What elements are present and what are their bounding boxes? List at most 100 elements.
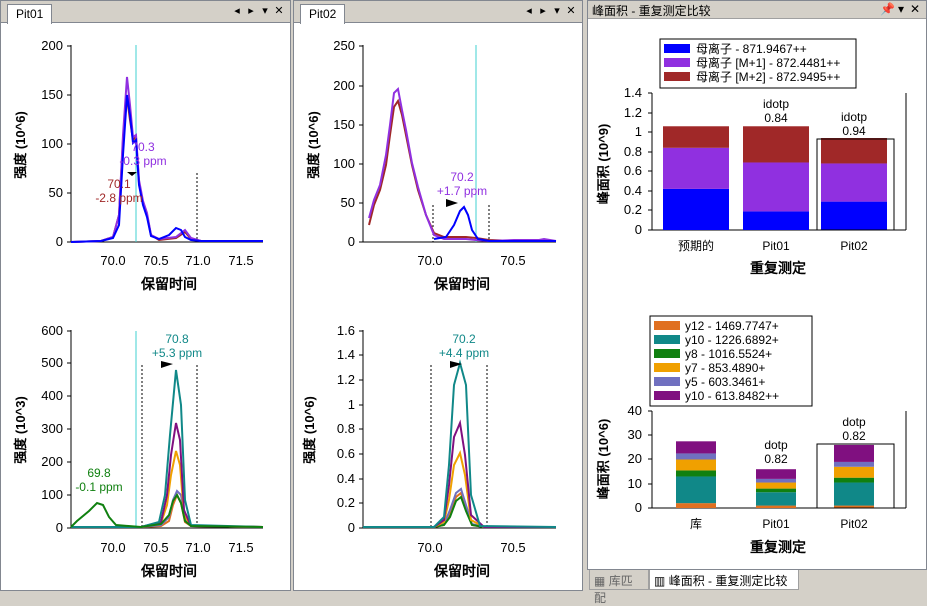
trace-y8: [363, 495, 556, 528]
ytick: 150: [41, 87, 63, 102]
bar-segment[interactable]: [663, 188, 729, 230]
close-icon[interactable]: ✕: [909, 2, 921, 16]
category-label: Pit01: [762, 239, 790, 253]
dropdown-icon[interactable]: ▾: [262, 5, 268, 17]
ytick: 0: [635, 500, 642, 515]
bar-segment[interactable]: [756, 469, 796, 479]
tab-pit02[interactable]: Pit02: [300, 4, 346, 24]
arrow-right-icon[interactable]: ▸: [248, 5, 254, 17]
annotation: +5.3 ppm: [152, 346, 202, 360]
xtick: 70.5: [143, 253, 168, 268]
xtick: 71.0: [185, 253, 210, 268]
ytick: 20: [628, 451, 642, 466]
bar-segment[interactable]: [743, 126, 809, 163]
ytick: 0: [348, 234, 355, 249]
legend-item: 母离子 [M+1] - 872.4481++: [696, 55, 840, 70]
bar-segment[interactable]: [663, 126, 729, 148]
legend-item: y8 - 1016.5524+: [685, 347, 772, 361]
ytick: 0: [635, 222, 642, 237]
close-icon[interactable]: ✕: [566, 5, 576, 17]
bar-annotation: 0.82: [764, 452, 788, 466]
ytick: 10: [628, 476, 642, 491]
legend-swatch: [654, 391, 680, 400]
bar-annotation: idotp: [763, 97, 789, 111]
bottom-tabstrip: ▦ 库匹配 ▥ 峰面积 - 重复测定比较: [587, 570, 927, 605]
bar-segment[interactable]: [821, 201, 887, 230]
pane2-top-chart: 强度 (10^6) 保留时间 0 50 100 150 200 250 70.0…: [306, 38, 557, 292]
bar-segment[interactable]: [834, 505, 874, 508]
legend-swatch: [664, 58, 690, 67]
bar-segment[interactable]: [743, 162, 809, 212]
legend-item: y10 - 1226.6892+: [685, 333, 779, 347]
ytick: 0.2: [624, 202, 642, 217]
bar-segment[interactable]: [743, 211, 809, 230]
bar-segment[interactable]: [834, 461, 874, 467]
chromatogram-pane-pit02: Pit02 ◂ ▸ ▾ ✕ 强度 (10^6) 保留时间 0 50 100 150 2…: [293, 0, 583, 591]
bar-segment[interactable]: [756, 505, 796, 508]
legend-swatch: [664, 44, 690, 53]
category-label: Pit02: [840, 517, 868, 531]
annotation: 70.2: [450, 170, 474, 184]
bar-segment[interactable]: [834, 444, 874, 462]
tab-pit01[interactable]: Pit01: [7, 4, 53, 24]
trace-y10: [71, 369, 264, 528]
table-icon: ▦: [594, 574, 606, 588]
dropdown-icon[interactable]: ▾: [897, 2, 905, 16]
bar-segment[interactable]: [756, 488, 796, 493]
xtick: 70.5: [500, 253, 525, 268]
xtick: 71.5: [228, 253, 253, 268]
bar-segment[interactable]: [821, 138, 887, 164]
bar-segment[interactable]: [676, 441, 716, 454]
bar-segment[interactable]: [834, 477, 874, 483]
bar-segment[interactable]: [676, 503, 716, 508]
annotation: -2.8 ppm: [95, 191, 142, 205]
close-icon[interactable]: ✕: [274, 5, 284, 17]
bar-segment[interactable]: [834, 482, 874, 506]
tab-library-match[interactable]: ▦ 库匹配: [589, 570, 649, 605]
tab-peak-area-comparison[interactable]: ▥ 峰面积 - 重复测定比较: [649, 570, 799, 590]
tab-label: 峰面积 - 重复测定比较: [668, 574, 788, 588]
bar-annotation: 0.94: [842, 124, 866, 138]
bottom-ylabel: 峰面积 (10^6): [596, 419, 611, 500]
pane1-bottom-chart: 强度 (10^3) 保留时间 0 100 200 300 400 500 600…: [13, 323, 264, 579]
trace-m2: [70, 96, 263, 243]
bar-segment[interactable]: [676, 459, 716, 471]
arrow-left-icon[interactable]: ◂: [234, 5, 240, 17]
ytick: 400: [41, 388, 63, 403]
arrow-left-icon[interactable]: ◂: [526, 5, 532, 17]
bar-segment[interactable]: [821, 163, 887, 202]
dropdown-icon[interactable]: ▾: [554, 5, 560, 17]
bar-segment[interactable]: [676, 476, 716, 504]
legend-swatch: [654, 377, 680, 386]
pane1-tabstrip: Pit01 ◂ ▸ ▾ ✕: [1, 1, 290, 24]
bar-segment[interactable]: [663, 147, 729, 189]
bar-segment[interactable]: [676, 453, 716, 460]
bar-segment[interactable]: [756, 478, 796, 483]
ytick: 0.6: [624, 163, 642, 178]
ytick: 150: [333, 117, 355, 132]
selected-replicate-box: [816, 443, 895, 509]
bar-segment[interactable]: [676, 470, 716, 477]
pin-icon[interactable]: 📌: [880, 2, 895, 16]
ytick: 200: [41, 454, 63, 469]
pane1-plots: 强度 (10^6) 保留时间 0 50 100 150 200 70.0 70.…: [13, 38, 264, 579]
bar-segment[interactable]: [756, 482, 796, 489]
arrow-right-icon[interactable]: ▸: [540, 5, 546, 17]
peak-marker-icon: [446, 199, 458, 207]
top-xlabel: 保留时间: [140, 276, 197, 292]
bar-segment[interactable]: [834, 466, 874, 478]
legend-swatch: [654, 321, 680, 330]
ytick: 250: [333, 38, 355, 53]
ytick: 0: [56, 234, 63, 249]
xtick: 70.0: [100, 253, 125, 268]
category-label: 预期的: [678, 238, 714, 253]
bar-segment[interactable]: [756, 492, 796, 506]
xtick: 71.5: [228, 540, 253, 555]
ytick: 0.6: [337, 446, 355, 461]
chromatogram-pane-pit01: Pit01 ◂ ▸ ▾ ✕ 强度 (10^6) 保留时间 0 50 100 150 2…: [0, 0, 291, 591]
peak-area-charts: 母离子 - 871.9467++ 母离子 [M+1] - 872.4481++ …: [596, 38, 907, 555]
ytick: 600: [41, 323, 63, 338]
top-ylabel: 强度 (10^6): [306, 111, 321, 179]
peak-area-pane: 峰面积 - 重复测定比较 📌 ▾ ✕ 母离子 - 871.9467++ 母离子 [M…: [587, 0, 927, 570]
ytick: 1: [348, 397, 355, 412]
